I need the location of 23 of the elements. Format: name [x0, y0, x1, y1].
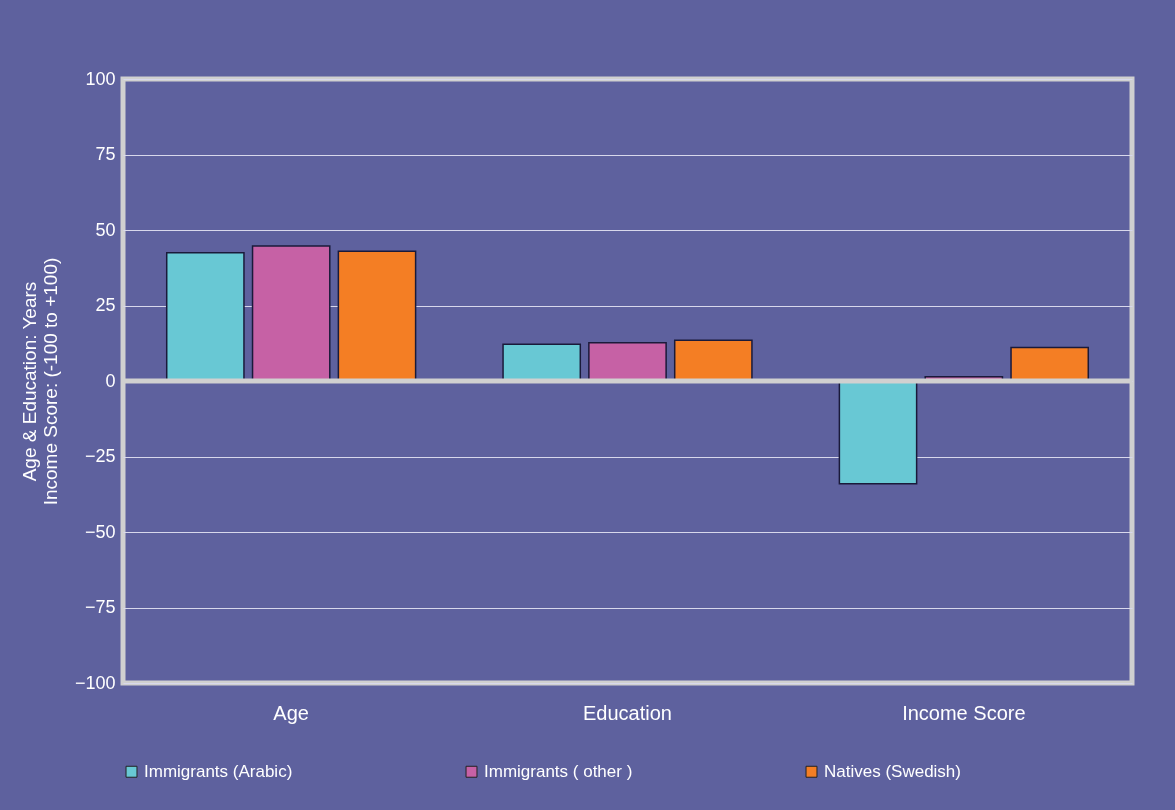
bar	[165, 251, 245, 382]
legend-label: Immigrants (Arabic)	[144, 761, 293, 781]
y-tick-label: −25	[84, 446, 116, 466]
x-tick-label: Education	[583, 701, 672, 724]
bar	[673, 339, 753, 382]
legend-label: Immigrants ( other )	[484, 761, 633, 781]
y-tick-label: 25	[95, 295, 116, 315]
y-tick-label: 50	[95, 219, 116, 240]
y-tick-label: 100	[85, 68, 116, 89]
y-tick-label: 75	[95, 144, 116, 164]
bar	[502, 343, 582, 382]
x-tick-label: Income Score	[902, 701, 1026, 724]
y-tick-label: −50	[84, 521, 116, 542]
legend-label: Natives (Swedish)	[824, 761, 961, 781]
y-tick-label: −100	[74, 672, 116, 693]
bar	[337, 250, 417, 382]
y-tick-label: −75	[84, 597, 116, 617]
x-tick-label: Age	[273, 701, 309, 724]
y-tick-label: 0	[105, 370, 116, 391]
bar	[251, 245, 331, 382]
bar	[588, 341, 667, 382]
y-axis-title: Age & Education: Years Income Score: (-100 to +100)	[18, 257, 61, 506]
bar	[1010, 346, 1090, 382]
